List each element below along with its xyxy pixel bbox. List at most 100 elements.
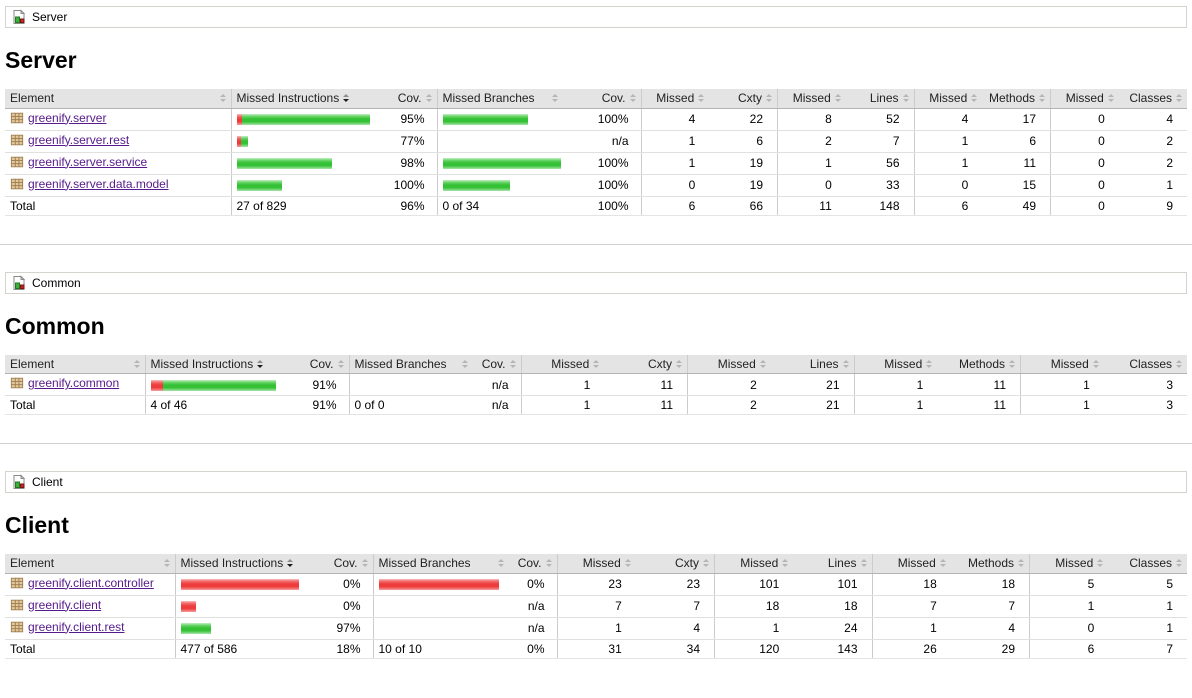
column-header-missed[interactable]: Missed (714, 554, 794, 574)
instruction-coverage-bar (144, 373, 303, 396)
coverage-bar (236, 180, 282, 192)
column-header-missed[interactable]: Missed (853, 354, 938, 374)
total-missed-branches: 10 of 10 (372, 638, 509, 659)
column-header-missed[interactable]: Missed (520, 354, 605, 374)
column-header-lines[interactable]: Lines (793, 554, 872, 574)
java-package-icon (10, 133, 24, 147)
missed-bar-segment (180, 579, 299, 591)
column-header-classes[interactable]: Classes (1118, 89, 1187, 109)
branch-coverage-pct: n/a (509, 595, 557, 618)
total-counter-cell: 34 (635, 638, 715, 659)
column-header-label: Missed (897, 556, 936, 571)
package-link[interactable]: greenify.server.rest (10, 133, 129, 147)
instruction-coverage-bar (230, 108, 377, 131)
column-header-label: Cxty (675, 556, 699, 571)
column-header-missed[interactable]: Missed (556, 554, 636, 574)
element-cell: greenify.server.service (5, 152, 231, 175)
counter-cell: 7 (871, 595, 951, 618)
total-missed-branches: 0 of 0 (348, 395, 473, 415)
column-header-missed[interactable]: Missed (686, 354, 771, 374)
sort-descending-icon (287, 559, 294, 568)
column-header-label: Missed (1050, 356, 1089, 371)
package-link[interactable]: greenify.client.controller (10, 576, 154, 590)
column-header-element[interactable]: Element (5, 354, 145, 374)
column-header-element[interactable]: Element (5, 554, 175, 574)
column-header-cxty[interactable]: Cxty (709, 89, 778, 109)
column-header-missed-branches[interactable]: Missed Branches (436, 89, 563, 109)
branch-coverage-bar (436, 108, 563, 131)
sort-toggle-icon (133, 359, 140, 368)
column-header-cov[interactable]: Cov. (473, 354, 521, 374)
column-header-cxty[interactable]: Cxty (635, 554, 715, 574)
column-header-methods[interactable]: Methods (937, 354, 1021, 374)
total-branch-coverage-pct: 100% (563, 195, 641, 216)
counter-cell: 5 (1029, 573, 1109, 596)
column-header-missed[interactable]: Missed (1019, 354, 1104, 374)
breadcrumb: Common (5, 271, 1187, 294)
java-package-icon (10, 155, 24, 169)
counter-cell: 33 (845, 174, 914, 197)
sort-toggle-icon (545, 559, 552, 568)
counter-cell: 5 (1108, 573, 1187, 596)
branch-coverage-bar (436, 174, 563, 197)
column-header-missed-branches[interactable]: Missed Branches (372, 554, 509, 574)
total-counter-cell: 11 (937, 395, 1021, 415)
breadcrumb-label: Server (32, 10, 68, 24)
column-header-missed[interactable]: Missed (1049, 89, 1119, 109)
column-header-label: Cov. (601, 91, 626, 106)
sort-toggle-icon (425, 94, 432, 103)
column-header-label: Element (10, 356, 55, 371)
column-header-missed[interactable]: Missed (871, 554, 951, 574)
column-header-label: Missed (740, 556, 779, 571)
column-header-missed[interactable]: Missed (776, 89, 846, 109)
total-counter-cell: 31 (556, 638, 636, 659)
counter-cell: 101 (793, 573, 872, 596)
column-header-missed-instructions[interactable]: Missed Instructions (144, 354, 303, 374)
column-header-label: Missed (929, 91, 968, 106)
column-header-cov[interactable]: Cov. (377, 89, 437, 109)
column-header-missed-instructions[interactable]: Missed Instructions (174, 554, 325, 574)
package-link[interactable]: greenify.server.data.model (10, 177, 169, 191)
column-header-missed-branches[interactable]: Missed Branches (348, 354, 473, 374)
instruction-coverage-pct: 98% (377, 152, 437, 175)
column-header-missed[interactable]: Missed (640, 89, 710, 109)
java-package-icon (10, 576, 24, 590)
column-header-missed[interactable]: Missed (913, 89, 983, 109)
column-header-classes[interactable]: Classes (1108, 554, 1187, 574)
package-link[interactable]: greenify.server.service (10, 155, 147, 169)
package-link[interactable]: greenify.client (10, 598, 101, 612)
counter-cell: 0 (776, 174, 846, 197)
counter-cell: 1 (853, 373, 938, 396)
package-link[interactable]: greenify.server (10, 111, 106, 125)
counter-cell: 0 (640, 174, 710, 197)
column-header-element[interactable]: Element (5, 89, 231, 109)
coverage-report-icon (11, 274, 27, 291)
column-header-methods[interactable]: Methods (950, 554, 1030, 574)
branch-coverage-pct: 100% (563, 152, 641, 175)
sort-toggle-icon (1092, 359, 1099, 368)
element-cell: greenify.server (5, 108, 231, 131)
coverage-report-icon (11, 9, 27, 25)
counter-cell: 0 (1049, 152, 1119, 175)
column-header-methods[interactable]: Methods (982, 89, 1051, 109)
coverage-bar (236, 158, 332, 170)
column-header-lines[interactable]: Lines (770, 354, 854, 374)
column-header-classes[interactable]: Classes (1103, 354, 1187, 374)
sort-toggle-icon (163, 559, 170, 568)
column-header-label: Missed (1065, 91, 1104, 106)
java-package-icon (10, 620, 24, 634)
column-header-cxty[interactable]: Cxty (604, 354, 688, 374)
package-link[interactable]: greenify.client.rest (10, 620, 125, 634)
package-link[interactable]: greenify.common (10, 376, 119, 390)
column-header-missed-instructions[interactable]: Missed Instructions (230, 89, 377, 109)
counter-cell: 18 (793, 595, 872, 618)
column-header-cov[interactable]: Cov. (303, 354, 349, 374)
counter-cell: 23 (556, 573, 636, 596)
column-header-cov[interactable]: Cov. (563, 89, 641, 109)
total-instruction-coverage-pct: 91% (303, 395, 349, 415)
column-header-cov[interactable]: Cov. (325, 554, 373, 574)
column-header-cov[interactable]: Cov. (509, 554, 557, 574)
column-header-lines[interactable]: Lines (845, 89, 914, 109)
column-header-missed[interactable]: Missed (1029, 554, 1109, 574)
covered-bar-segment (241, 114, 370, 126)
